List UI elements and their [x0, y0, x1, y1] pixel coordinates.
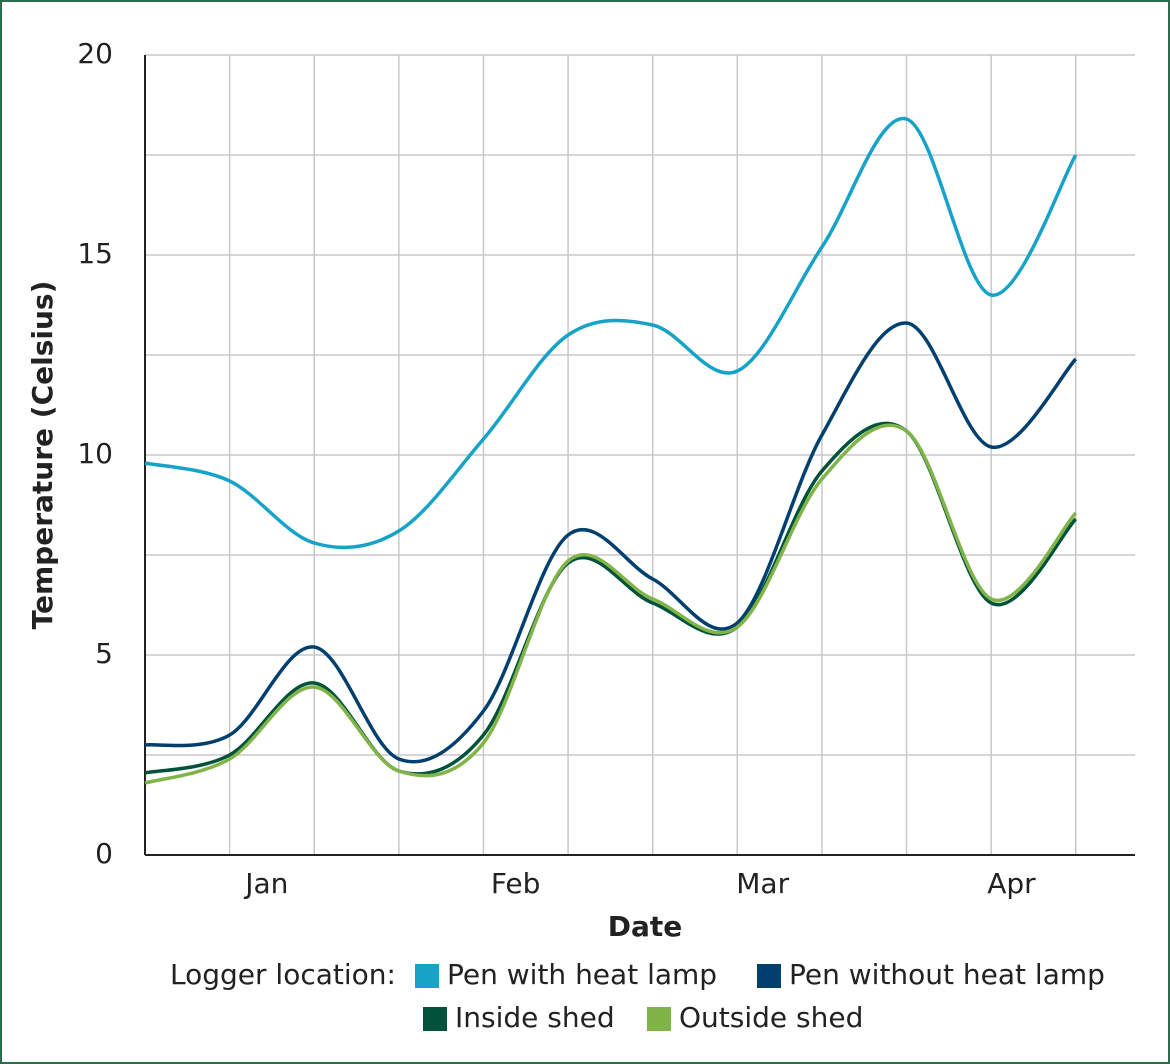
y-tick-label: 20 — [77, 37, 113, 70]
legend-swatch — [757, 964, 781, 988]
legend-label: Pen without heat lamp — [789, 958, 1105, 991]
x-tick-label: Feb — [491, 867, 541, 900]
legend-label: Pen with heat lamp — [447, 958, 717, 991]
series-line — [144, 117, 1078, 550]
y-tick-label: 10 — [77, 437, 113, 470]
y-tick-label: 15 — [77, 237, 113, 270]
y-axis-label: Temperature (Celsius) — [26, 281, 59, 630]
series-line — [144, 423, 1078, 785]
x-tick-label: Jan — [243, 867, 288, 900]
y-tick-label: 0 — [95, 837, 113, 870]
legend-swatch — [647, 1007, 671, 1031]
x-tick-label: Mar — [736, 867, 789, 900]
series-line — [144, 321, 1078, 764]
x-axis-label: Date — [608, 910, 683, 943]
legend-label: Inside shed — [455, 1001, 615, 1034]
legend-title: Logger location: — [170, 958, 396, 991]
legend-swatch — [423, 1007, 447, 1031]
y-tick-label: 5 — [95, 637, 113, 670]
x-tick-label: Apr — [987, 867, 1036, 900]
legend-swatch — [415, 964, 439, 988]
legend-label: Outside shed — [679, 1001, 863, 1034]
